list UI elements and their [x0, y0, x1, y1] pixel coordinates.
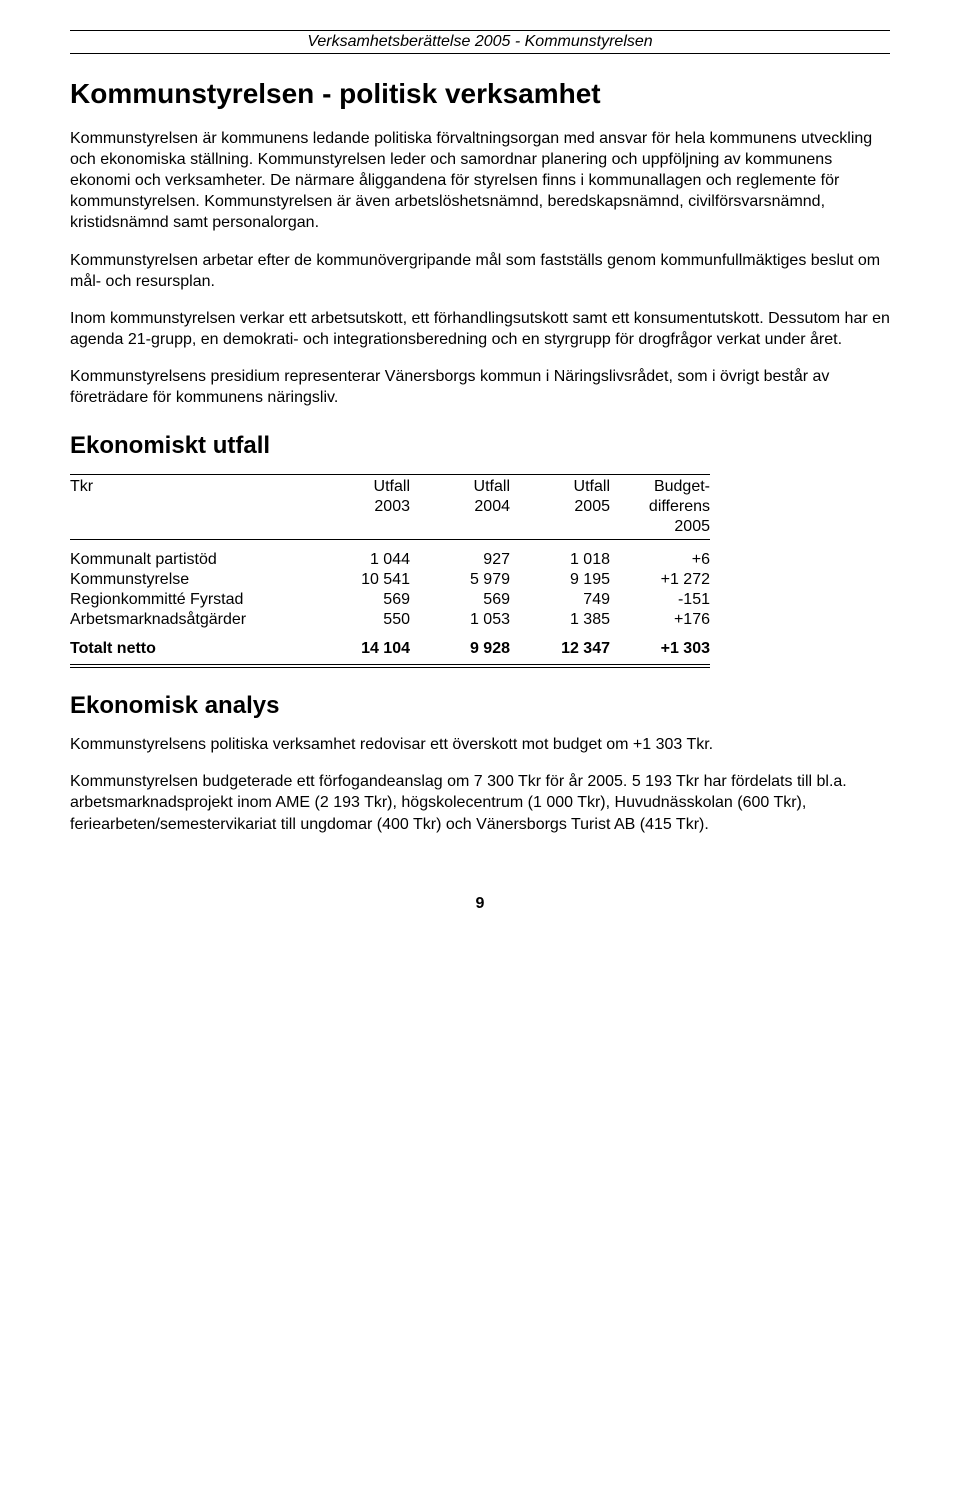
table-cell: Arbetsmarknadsåtgärder: [70, 610, 310, 630]
table-header-row: 2005: [70, 517, 710, 537]
outcome-table: Tkr Utfall Utfall Utfall Budget- 2003 20…: [70, 477, 710, 537]
page-title: Kommunstyrelsen - politisk verksamhet: [70, 78, 890, 110]
table-header-cell: [310, 517, 410, 537]
table-header-cell: [510, 517, 610, 537]
table-cell: Regionkommitté Fyrstad: [70, 590, 310, 610]
page-number: 9: [70, 895, 890, 913]
table-row: Kommunstyrelse 10 541 5 979 9 195 +1 272: [70, 570, 710, 590]
table-cell: 5 979: [410, 570, 510, 590]
table-cell: 1 053: [410, 610, 510, 630]
table-header-cell: [70, 497, 310, 517]
page-header: Verksamhetsberättelse 2005 - Kommunstyre…: [70, 30, 890, 54]
table-cell: 569: [410, 590, 510, 610]
table-cell: +1 272: [610, 570, 710, 590]
table-bottom-rule: [70, 664, 710, 665]
table-rule: [70, 539, 710, 540]
table-header-row: 2003 2004 2005 differens: [70, 497, 710, 517]
table-cell: 1 044: [310, 550, 410, 570]
table-total-cell: Totalt netto: [70, 630, 310, 664]
table-cell: 1 385: [510, 610, 610, 630]
table-header-cell: Utfall: [510, 477, 610, 497]
table-row: Regionkommitté Fyrstad 569 569 749 -151: [70, 590, 710, 610]
table-bottom-rule: [70, 667, 710, 668]
table-cell: -151: [610, 590, 710, 610]
table-cell: 749: [510, 590, 610, 610]
table-header-cell: [410, 517, 510, 537]
body-paragraph: Kommunstyrelsen arbetar efter de kommunö…: [70, 250, 890, 292]
table-header-cell: 2004: [410, 497, 510, 517]
table-header-row: Tkr Utfall Utfall Utfall Budget-: [70, 477, 710, 497]
document-page: Verksamhetsberättelse 2005 - Kommunstyre…: [0, 0, 960, 953]
table-total-cell: +1 303: [610, 630, 710, 664]
table-top-rule: [70, 474, 710, 475]
table-cell: 9 195: [510, 570, 610, 590]
outcome-table-body: Kommunalt partistöd 1 044 927 1 018 +6 K…: [70, 550, 710, 664]
table-cell: 10 541: [310, 570, 410, 590]
body-paragraph: Kommunstyrelsen är kommunens ledande pol…: [70, 128, 890, 234]
table-header-cell: Utfall: [310, 477, 410, 497]
table-total-cell: 9 928: [410, 630, 510, 664]
table-header-cell: 2005: [610, 517, 710, 537]
table-header-cell: differens: [610, 497, 710, 517]
table-cell: 550: [310, 610, 410, 630]
body-paragraph: Kommunstyrelsens politiska verksamhet re…: [70, 734, 890, 755]
table-cell: +6: [610, 550, 710, 570]
table-row: Arbetsmarknadsåtgärder 550 1 053 1 385 +…: [70, 610, 710, 630]
table-cell: Kommunstyrelse: [70, 570, 310, 590]
table-cell: Kommunalt partistöd: [70, 550, 310, 570]
section-heading-analys: Ekonomisk analys: [70, 692, 890, 720]
table-header-cell: Utfall: [410, 477, 510, 497]
body-paragraph: Inom kommunstyrelsen verkar ett arbetsut…: [70, 308, 890, 350]
table-header-cell: 2003: [310, 497, 410, 517]
table-cell: 569: [310, 590, 410, 610]
table-header-cell: [70, 517, 310, 537]
table-header-cell: 2005: [510, 497, 610, 517]
table-total-cell: 12 347: [510, 630, 610, 664]
financial-table: Tkr Utfall Utfall Utfall Budget- 2003 20…: [70, 474, 890, 668]
table-header-cell: Budget-: [610, 477, 710, 497]
body-paragraph: Kommunstyrelsen budgeterade ett förfogan…: [70, 771, 890, 834]
table-total-cell: 14 104: [310, 630, 410, 664]
table-row: Kommunalt partistöd 1 044 927 1 018 +6: [70, 550, 710, 570]
table-total-row: Totalt netto 14 104 9 928 12 347 +1 303: [70, 630, 710, 664]
table-cell: +176: [610, 610, 710, 630]
table-cell: 1 018: [510, 550, 610, 570]
section-heading-utfall: Ekonomiskt utfall: [70, 432, 890, 460]
table-cell: 927: [410, 550, 510, 570]
table-header-cell: Tkr: [70, 477, 310, 497]
body-paragraph: Kommunstyrelsens presidium representerar…: [70, 366, 890, 408]
